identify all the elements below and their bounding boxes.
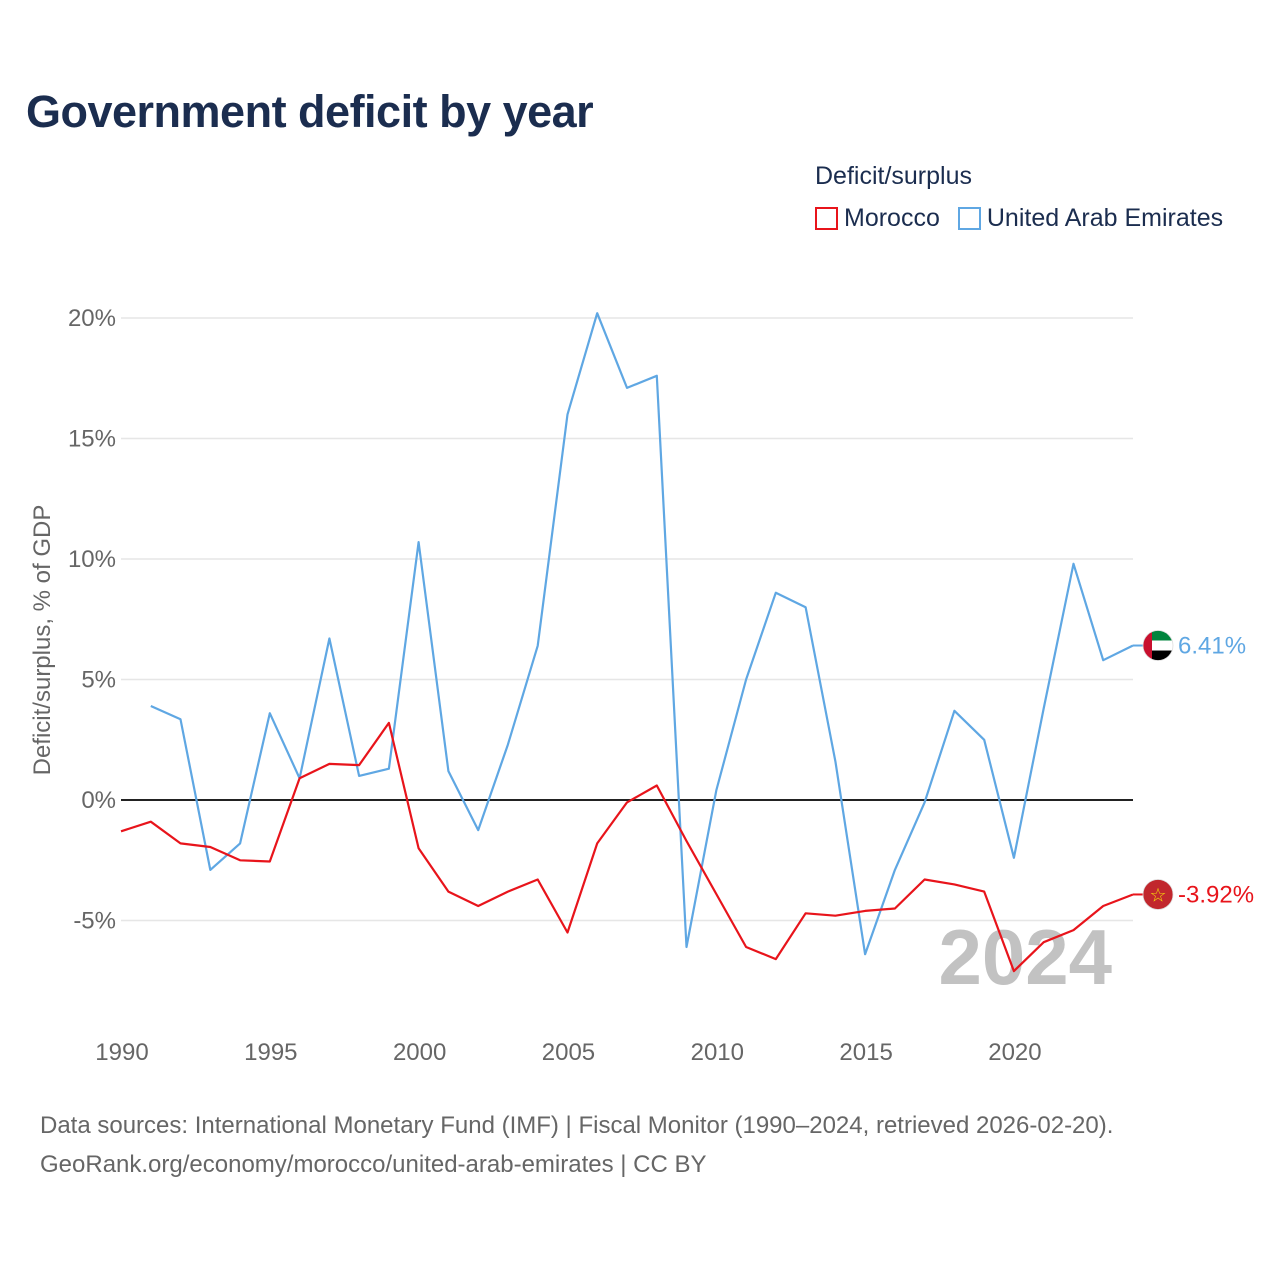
legend-label-uae: United Arab Emirates bbox=[986, 204, 1224, 232]
footer: Data sources: International Monetary Fun… bbox=[40, 1106, 1113, 1184]
legend-item-morocco[interactable]: Morocco bbox=[815, 204, 940, 233]
morocco-flag-icon: ☆ bbox=[1142, 879, 1174, 910]
year-watermark: 2024 bbox=[938, 913, 1112, 1001]
end-value-label: -3.92% bbox=[1178, 881, 1254, 908]
y-tick-label: 20% bbox=[68, 305, 116, 332]
series-end-labels: ☆ -3.92% 6.41% bbox=[1133, 630, 1254, 910]
x-tick-label: 2015 bbox=[839, 1039, 892, 1066]
x-tick-label: 1995 bbox=[244, 1039, 297, 1066]
series-lines bbox=[120, 312, 1134, 973]
series-line-uae[interactable] bbox=[150, 312, 1134, 956]
svg-text:☆: ☆ bbox=[1149, 884, 1166, 906]
legend: Morocco United Arab Emirates bbox=[815, 204, 1223, 233]
y-tick-label: 15% bbox=[68, 426, 116, 453]
legend-swatch-uae bbox=[957, 207, 981, 230]
series-line-morocco[interactable] bbox=[120, 721, 1134, 973]
legend-label-morocco: Morocco bbox=[844, 204, 940, 232]
grid-lines bbox=[121, 317, 1133, 922]
y-axis-label: Deficit/surplus, % of GDP bbox=[29, 505, 56, 776]
credit-link[interactable]: GeoRank.org/economy/morocco/united-arab-… bbox=[40, 1151, 707, 1178]
legend-swatch-morocco bbox=[815, 207, 838, 230]
x-tick-label: 2005 bbox=[542, 1039, 595, 1066]
chart-title: Government deficit by year bbox=[26, 86, 594, 137]
y-axis-ticks: 20% 15% 10% 5% 0% -5% bbox=[68, 305, 116, 935]
y-tick-label: -5% bbox=[73, 908, 116, 935]
y-tick-label: 5% bbox=[81, 667, 116, 694]
end-value-label: 6.41% bbox=[1178, 633, 1246, 660]
data-sources: Data sources: International Monetary Fun… bbox=[40, 1112, 1114, 1139]
x-tick-label: 2020 bbox=[988, 1039, 1041, 1066]
x-tick-label: 2010 bbox=[691, 1039, 744, 1066]
uae-flag-icon bbox=[1142, 630, 1174, 661]
y-tick-label: 0% bbox=[81, 787, 116, 814]
y-tick-label: 10% bbox=[68, 546, 116, 573]
x-axis-ticks: 1990 1995 2000 2005 2010 2015 2020 bbox=[95, 1039, 1041, 1066]
x-tick-label: 2000 bbox=[393, 1039, 446, 1066]
legend-title: Deficit/surplus bbox=[815, 162, 972, 190]
x-tick-label: 1990 bbox=[95, 1039, 148, 1066]
legend-item-uae[interactable]: United Arab Emirates bbox=[957, 204, 1224, 233]
